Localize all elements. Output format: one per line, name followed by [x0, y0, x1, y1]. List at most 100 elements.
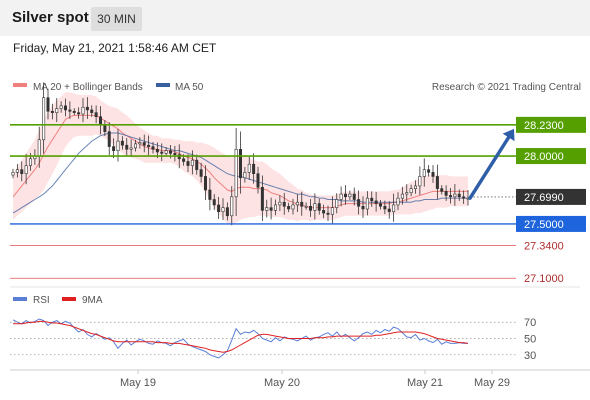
candle-body	[204, 176, 208, 191]
rsi-level-label-30: 30	[524, 350, 536, 362]
candle-body	[103, 124, 107, 132]
candle-body	[20, 169, 24, 175]
support-1-label-box	[516, 215, 586, 232]
candle-body	[392, 204, 396, 213]
candle-body	[278, 201, 282, 206]
candle-body	[378, 203, 382, 207]
rsi-ma-line	[13, 320, 469, 353]
resistance-1-label-box	[516, 148, 586, 165]
candle-body	[182, 158, 186, 162]
candle-body	[160, 151, 164, 154]
candle-body	[190, 159, 194, 166]
price-plot-area	[11, 82, 470, 226]
candle-body	[374, 200, 378, 204]
candle-body	[313, 203, 317, 211]
resistance-1-label: 28.0000	[524, 151, 564, 163]
candle-body	[72, 110, 76, 113]
candle-body	[37, 139, 41, 157]
candle-body	[155, 148, 159, 153]
candle-body	[221, 207, 225, 213]
x-tick-label: May 20	[264, 377, 300, 389]
rsi-level-label-70: 70	[524, 317, 536, 329]
candle-body	[116, 140, 120, 151]
candle-body	[55, 108, 59, 113]
candle-body	[326, 212, 330, 215]
candle-body	[405, 192, 409, 195]
candle-body	[28, 158, 32, 166]
candle-body	[208, 189, 212, 200]
candle-body	[199, 169, 203, 177]
resistance-2-label-box	[516, 116, 586, 133]
candle-body	[169, 150, 173, 154]
candle-body	[68, 109, 72, 112]
candle-body	[252, 163, 256, 175]
candle-body	[134, 143, 138, 149]
candle-body	[422, 169, 426, 177]
resistance-2-label: 28.2300	[524, 120, 564, 132]
candle-body	[343, 193, 347, 198]
candle-body	[348, 193, 352, 198]
candle-body	[435, 176, 439, 189]
candle-body	[173, 153, 177, 156]
target-1-label: 27.3400	[524, 241, 564, 253]
candle-body	[195, 159, 199, 170]
support-1-label: 27.5000	[524, 219, 564, 231]
candle-body	[46, 97, 50, 112]
timeframe-button[interactable]: 30 MIN	[91, 7, 142, 31]
chart-datetime: Friday, May 21, 2021 1:58:46 AM CET	[13, 41, 217, 55]
rsi-ma-legend-label: 9MA	[82, 295, 103, 306]
candle-body	[94, 112, 98, 118]
candle-body	[230, 196, 234, 217]
candle-body	[11, 172, 15, 176]
target-2-label: 27.1000	[524, 273, 564, 285]
rsi-legend-label: RSI	[33, 295, 50, 306]
candle-body	[217, 204, 221, 213]
candle-body	[440, 188, 444, 192]
candle-body	[370, 197, 374, 202]
x-axis: May 19 May 20 May 21 May 29	[120, 370, 510, 389]
candle-body	[112, 146, 116, 151]
candle-body	[365, 197, 369, 210]
candle-body	[138, 142, 142, 145]
candle-body	[335, 199, 339, 208]
candle-body	[400, 193, 404, 199]
candle-body	[295, 201, 299, 206]
candle-body	[265, 207, 269, 211]
candle-body	[225, 207, 229, 217]
candle-body	[260, 186, 264, 211]
candle-body	[247, 163, 251, 173]
candle-body	[287, 205, 291, 210]
candle-body	[457, 193, 461, 198]
candle-body	[239, 148, 243, 179]
candle-body	[15, 169, 19, 173]
projection-arrow-head	[502, 128, 515, 142]
candle-body	[357, 199, 361, 207]
candle-body	[444, 191, 448, 196]
candle-body	[273, 204, 277, 211]
rsi-ma-legend-swatch	[62, 297, 76, 301]
candle-body	[147, 144, 151, 147]
candle-body	[361, 205, 365, 210]
projection-arrow-shaft	[468, 134, 511, 200]
header-bar: Silver spot 30 MIN	[0, 0, 590, 36]
ma50-legend-label: MA 50	[175, 82, 204, 93]
candle-body	[243, 172, 247, 179]
rsi-pane: 70 50 30	[10, 317, 536, 362]
candle-body	[431, 172, 435, 177]
current-label: 27.6990	[524, 192, 564, 204]
candle-body	[269, 207, 273, 211]
ma50-legend-swatch	[156, 83, 170, 87]
candle-body	[383, 205, 387, 210]
candle-body	[85, 106, 89, 111]
candle-body	[330, 207, 334, 215]
candle-body	[462, 196, 466, 199]
candle-body	[24, 165, 28, 175]
price-levels: 28.2300 28.0000 27.6990 27.5000 27.3400 27.10…	[10, 116, 586, 285]
candle-body	[120, 140, 124, 146]
candle-body	[300, 201, 304, 207]
ma20-legend-swatch	[13, 83, 27, 87]
candle-body	[186, 161, 190, 166]
candle-body	[453, 193, 457, 198]
candle-body	[448, 195, 452, 198]
